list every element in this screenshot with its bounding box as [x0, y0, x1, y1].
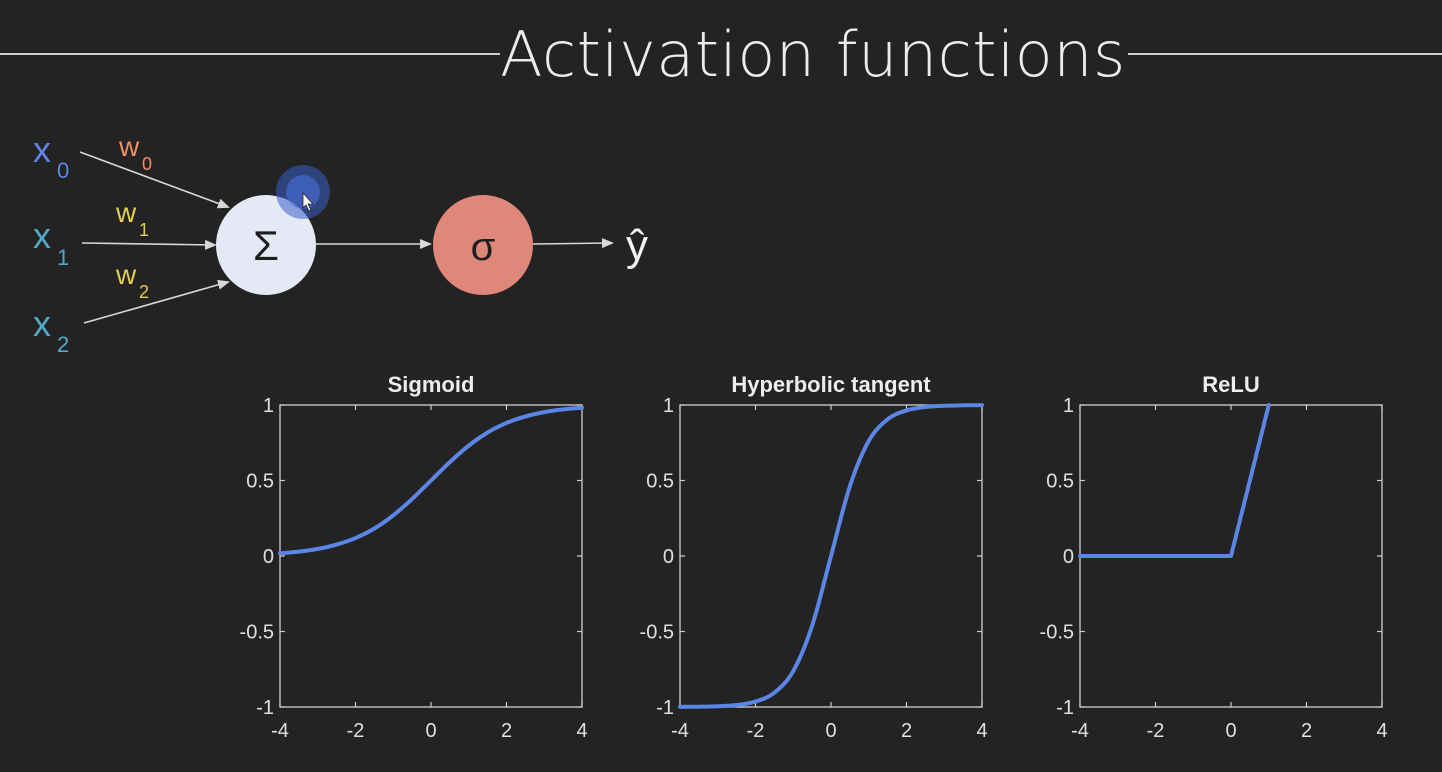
weight-w2-label: w [115, 259, 137, 290]
sum-node: Σ [216, 195, 316, 295]
y-tick-label: 0 [263, 546, 274, 568]
x-tick-label: -2 [347, 720, 365, 742]
x-tick-label: 0 [1225, 720, 1236, 742]
chart-2: ReLU 1 0.5 0 -0.5 -1-4 -2 0 2 4 [1040, 372, 1388, 742]
y-tick-label: 1 [663, 395, 674, 417]
weight-w1-subscript: 1 [139, 220, 149, 240]
input-x0: x 0 [33, 129, 69, 183]
y-tick-label: -0.5 [240, 622, 274, 644]
edge-activation-output [532, 238, 614, 249]
y-tick-label: 0 [663, 546, 674, 568]
y-tick-label: 1 [263, 395, 274, 417]
x-tick-label: 2 [501, 720, 512, 742]
weight-w1: w 1 [115, 197, 149, 240]
slide-title: Activation functions [500, 18, 1126, 91]
input-x1-label: x [33, 215, 51, 256]
y-tick-label: 1 [1063, 395, 1074, 417]
chart-1: Hyperbolic tangent 1 0.5 0 -0.5 -1-4 -2 0 2 4 [640, 372, 988, 742]
series-line-0 [278, 405, 584, 556]
weight-w0: w 0 [118, 131, 152, 174]
input-x2-label: x [33, 303, 51, 344]
sum-symbol: Σ [253, 222, 279, 269]
weight-w2-subscript: 2 [139, 282, 149, 302]
x-tick-label: -4 [1071, 720, 1089, 742]
input-x0-subscript: 0 [57, 158, 69, 183]
y-tick-label: -1 [1056, 697, 1074, 719]
chart-frame [279, 404, 583, 708]
x-tick-label: 4 [576, 720, 587, 742]
x-tick-label: -2 [1147, 720, 1165, 742]
series-line-0 [1078, 403, 1271, 558]
weight-w0-subscript: 0 [142, 154, 152, 174]
y-tick-label: 0.5 [246, 471, 274, 493]
mouse-cursor-icon [302, 191, 314, 212]
y-tick-label: -1 [256, 697, 274, 719]
x-tick-label: -4 [271, 720, 289, 742]
weight-w1-label: w [115, 197, 137, 228]
output-y-hat: ŷ [626, 221, 648, 270]
cursor-highlight [276, 165, 330, 219]
title-rule-right [1128, 53, 1442, 55]
chart-0: Sigmoid 1 0.5 0 -0.5 -1-4 -2 0 2 4 [240, 372, 588, 742]
input-x2-subscript: 2 [57, 332, 69, 357]
y-tick-label: -0.5 [640, 622, 674, 644]
chart-title: Sigmoid [388, 372, 475, 397]
input-x1-subscript: 1 [57, 245, 69, 270]
chart-title: Hyperbolic tangent [731, 372, 931, 397]
x-tick-label: 2 [901, 720, 912, 742]
x-tick-label: -2 [747, 720, 765, 742]
input-x2: x 2 [33, 303, 69, 357]
weight-w0-label: w [118, 131, 140, 162]
x-tick-label: 4 [1376, 720, 1387, 742]
activation-symbol: σ [471, 225, 496, 269]
chart-title: ReLU [1202, 372, 1259, 397]
series-line-0 [678, 403, 984, 709]
input-x0-label: x [33, 129, 51, 170]
edge-x0-sum [79, 151, 230, 209]
x-tick-label: 0 [825, 720, 836, 742]
y-tick-label: -0.5 [1040, 622, 1074, 644]
y-tick-label: 0.5 [1046, 471, 1074, 493]
neuron-diagram: x 0 x 1 x 2 w 0 w 1 w 2 Σ [33, 129, 648, 357]
y-tick-label: 0.5 [646, 471, 674, 493]
x-tick-label: 0 [425, 720, 436, 742]
y-tick-label: -1 [656, 697, 674, 719]
x-tick-label: 2 [1301, 720, 1312, 742]
input-x1: x 1 [33, 215, 69, 270]
activation-node: σ [433, 195, 533, 295]
y-tick-label: 0 [1063, 546, 1074, 568]
edge-x1-sum [81, 239, 217, 250]
x-tick-label: -4 [671, 720, 689, 742]
title-rule-left [0, 53, 500, 55]
edge-x2-sum [83, 279, 230, 324]
x-tick-label: 4 [976, 720, 987, 742]
weight-w2: w 2 [115, 259, 149, 302]
